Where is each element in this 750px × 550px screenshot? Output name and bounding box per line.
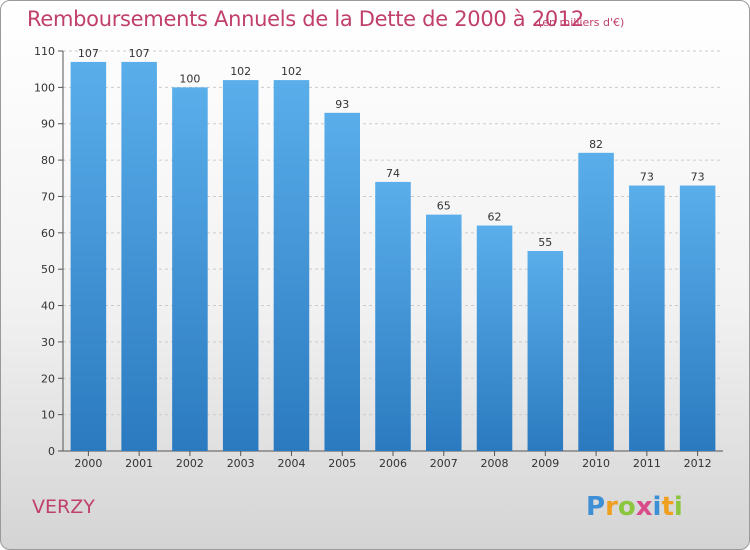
x-tick-label: 2006 xyxy=(379,457,407,470)
bar xyxy=(70,61,107,452)
data-label: 73 xyxy=(640,171,654,184)
chart-title: Remboursements Annuels de la Dette de 20… xyxy=(27,7,584,31)
town-name: VERZY xyxy=(32,496,95,518)
x-tick-label: 2010 xyxy=(582,457,610,470)
bar xyxy=(476,225,513,451)
bar xyxy=(679,185,716,451)
x-tick-label: 2003 xyxy=(227,457,255,470)
data-label: 62 xyxy=(488,211,502,224)
bar xyxy=(527,251,564,451)
bar xyxy=(629,185,665,451)
data-label: 102 xyxy=(281,65,302,78)
data-label: 74 xyxy=(386,167,400,180)
y-tick-label: 0 xyxy=(48,445,55,458)
proxiti-logo: Proxiti xyxy=(586,492,683,521)
y-tick-label: 70 xyxy=(41,190,55,203)
data-label: 107 xyxy=(78,47,99,60)
x-tick-label: 2002 xyxy=(176,457,204,470)
y-tick-label: 60 xyxy=(41,227,55,240)
bar xyxy=(172,87,208,451)
y-tick-label: 80 xyxy=(41,154,55,167)
x-tick-labels: 2000 2001 2002 2003 2004 2005 2006 2007 2008 2009… xyxy=(74,457,711,470)
x-tick-label: 2000 xyxy=(74,457,102,470)
y-tick-label: 100 xyxy=(34,81,55,94)
x-tick-label: 2001 xyxy=(125,457,153,470)
y-tick-label: 30 xyxy=(41,336,55,349)
data-label: 102 xyxy=(230,65,251,78)
data-label: 82 xyxy=(589,138,603,151)
x-tick-label: 2005 xyxy=(328,457,356,470)
bar xyxy=(273,80,310,451)
bars xyxy=(70,61,716,452)
y-tick-label: 50 xyxy=(41,263,55,276)
bar xyxy=(578,152,614,451)
y-tick-label: 90 xyxy=(41,118,55,131)
y-tick-label: 20 xyxy=(41,372,55,385)
x-tick-label: 2011 xyxy=(633,457,661,470)
data-label: 65 xyxy=(437,200,451,213)
svg-text:Proxiti: Proxiti xyxy=(586,492,683,521)
data-labels: 107 107 100 102 102 93 74 65 62 55 82 73 73 xyxy=(78,47,705,249)
data-label: 55 xyxy=(538,236,552,249)
y-tick-label: 110 xyxy=(34,45,55,58)
y-tick-label: 40 xyxy=(41,300,55,313)
y-tick-labels: 0 10 20 30 40 50 60 70 80 90 100 110 xyxy=(34,45,55,458)
bar xyxy=(121,61,157,452)
x-tick-label: 2004 xyxy=(277,457,305,470)
y-tick-label: 10 xyxy=(41,409,55,422)
data-label: 73 xyxy=(691,171,705,184)
bar xyxy=(375,181,411,451)
x-tick-label: 2008 xyxy=(481,457,509,470)
x-tick-label: 2012 xyxy=(684,457,712,470)
data-label: 93 xyxy=(335,98,349,111)
x-tick-label: 2007 xyxy=(430,457,458,470)
chart-subtitle: (en milliers d'€) xyxy=(538,16,625,29)
data-label: 107 xyxy=(129,47,150,60)
x-tick-label: 2009 xyxy=(531,457,559,470)
bar xyxy=(426,214,462,451)
bar xyxy=(222,80,259,451)
bar xyxy=(324,112,360,452)
data-label: 100 xyxy=(179,72,200,85)
